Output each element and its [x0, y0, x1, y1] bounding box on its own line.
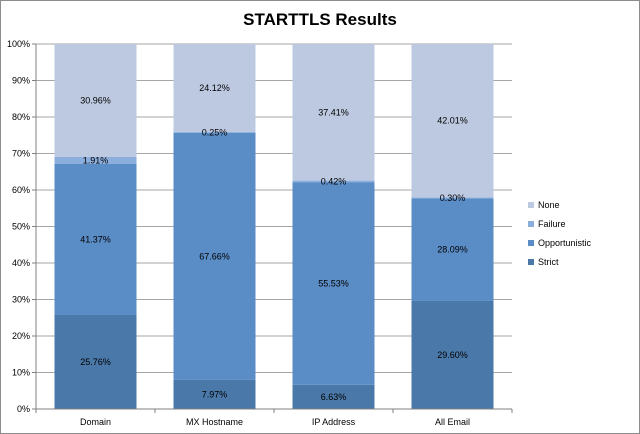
- bar-failure-all-email: [411, 197, 494, 199]
- bar-opportunistic-ip-address: [292, 182, 375, 385]
- y-tick-label: 60%: [12, 185, 30, 195]
- x-axis-ticks: Domain MX Hostname IP Address All Email: [35, 409, 513, 427]
- data-label: 30.96%: [80, 96, 111, 106]
- legend-swatch-none: [528, 202, 534, 208]
- bar-failure-ip-address: [292, 180, 375, 183]
- data-label: 0.30%: [440, 193, 466, 203]
- bar-failure-domain: [54, 157, 137, 164]
- data-labels: 25.76% 41.37% 1.91% 30.96% 7.97% 67.66% 0.25% 2…: [80, 83, 468, 402]
- y-tick-label: 90%: [12, 76, 30, 86]
- bar-strict-ip-address: [292, 384, 375, 409]
- legend: None Failure Opportunistic Strict: [528, 200, 592, 267]
- axes: [35, 44, 512, 410]
- legend-swatch-strict: [528, 259, 534, 265]
- x-tick-label: MX Hostname: [186, 417, 243, 427]
- data-label: 28.09%: [437, 245, 468, 255]
- y-tick-label: 50%: [12, 222, 30, 232]
- data-label: 0.25%: [202, 127, 228, 137]
- legend-swatch-failure: [528, 221, 534, 227]
- legend-label-strict: Strict: [538, 257, 559, 267]
- y-axis-ticks: 0% 10% 20% 30% 40% 50% 60% 70% 80% 90% 100%: [7, 39, 36, 414]
- bar-opportunistic-all-email: [411, 198, 494, 301]
- data-label: 67.66%: [199, 251, 230, 261]
- data-label: 37.41%: [318, 107, 349, 117]
- bars: [54, 44, 494, 409]
- y-tick-label: 80%: [12, 112, 30, 122]
- y-tick-label: 0%: [17, 404, 30, 414]
- data-label: 42.01%: [437, 116, 468, 126]
- bar-none-ip-address: [292, 44, 375, 181]
- y-tick-label: 70%: [12, 149, 30, 159]
- bar-strict-domain: [54, 314, 137, 409]
- y-tick-label: 40%: [12, 258, 30, 268]
- legend-label-none: None: [538, 200, 560, 210]
- bar-none-domain: [54, 44, 137, 158]
- bar-none-mx-hostname: [173, 44, 256, 133]
- data-label: 24.12%: [199, 83, 230, 93]
- data-label: 41.37%: [80, 234, 111, 244]
- chart-title: STARTTLS Results: [243, 10, 397, 29]
- x-tick-label: IP Address: [312, 417, 356, 427]
- legend-swatch-opportunistic: [528, 240, 534, 246]
- data-label: 6.63%: [321, 392, 347, 402]
- legend-label-failure: Failure: [538, 219, 566, 229]
- data-label: 29.60%: [437, 350, 468, 360]
- data-label: 25.76%: [80, 357, 111, 367]
- data-label: 55.53%: [318, 278, 349, 288]
- bar-opportunistic-mx-hostname: [173, 132, 256, 380]
- legend-label-opportunistic: Opportunistic: [538, 238, 592, 248]
- data-label: 7.97%: [202, 389, 228, 399]
- bar-none-all-email: [411, 44, 494, 198]
- bar-strict-all-email: [411, 300, 494, 409]
- bar-failure-mx-hostname: [173, 132, 256, 133]
- y-tick-label: 30%: [12, 295, 30, 305]
- y-tick-label: 20%: [12, 331, 30, 341]
- bar-opportunistic-domain: [54, 163, 137, 315]
- y-tick-label: 100%: [7, 39, 30, 49]
- x-tick-label: All Email: [435, 417, 470, 427]
- data-label: 1.91%: [83, 155, 109, 165]
- y-tick-label: 10%: [12, 368, 30, 378]
- x-tick-label: Domain: [80, 417, 111, 427]
- bar-strict-mx-hostname: [173, 379, 256, 409]
- data-label: 0.42%: [321, 176, 347, 186]
